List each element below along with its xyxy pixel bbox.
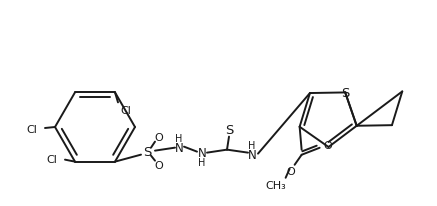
- Text: O: O: [155, 132, 163, 142]
- Text: Cl: Cl: [46, 154, 57, 164]
- Text: CH₃: CH₃: [265, 180, 286, 190]
- Text: H: H: [175, 133, 183, 143]
- Text: O: O: [323, 140, 332, 150]
- Text: Cl: Cl: [26, 124, 37, 134]
- Text: N: N: [198, 146, 206, 159]
- Text: H: H: [198, 157, 206, 167]
- Text: S: S: [225, 124, 233, 137]
- Text: S: S: [143, 145, 151, 158]
- Text: H: H: [248, 140, 256, 150]
- Text: N: N: [175, 142, 184, 154]
- Text: S: S: [341, 87, 350, 99]
- Text: N: N: [248, 148, 257, 161]
- Text: Cl: Cl: [120, 106, 131, 116]
- Text: O: O: [286, 166, 295, 176]
- Text: O: O: [155, 160, 163, 170]
